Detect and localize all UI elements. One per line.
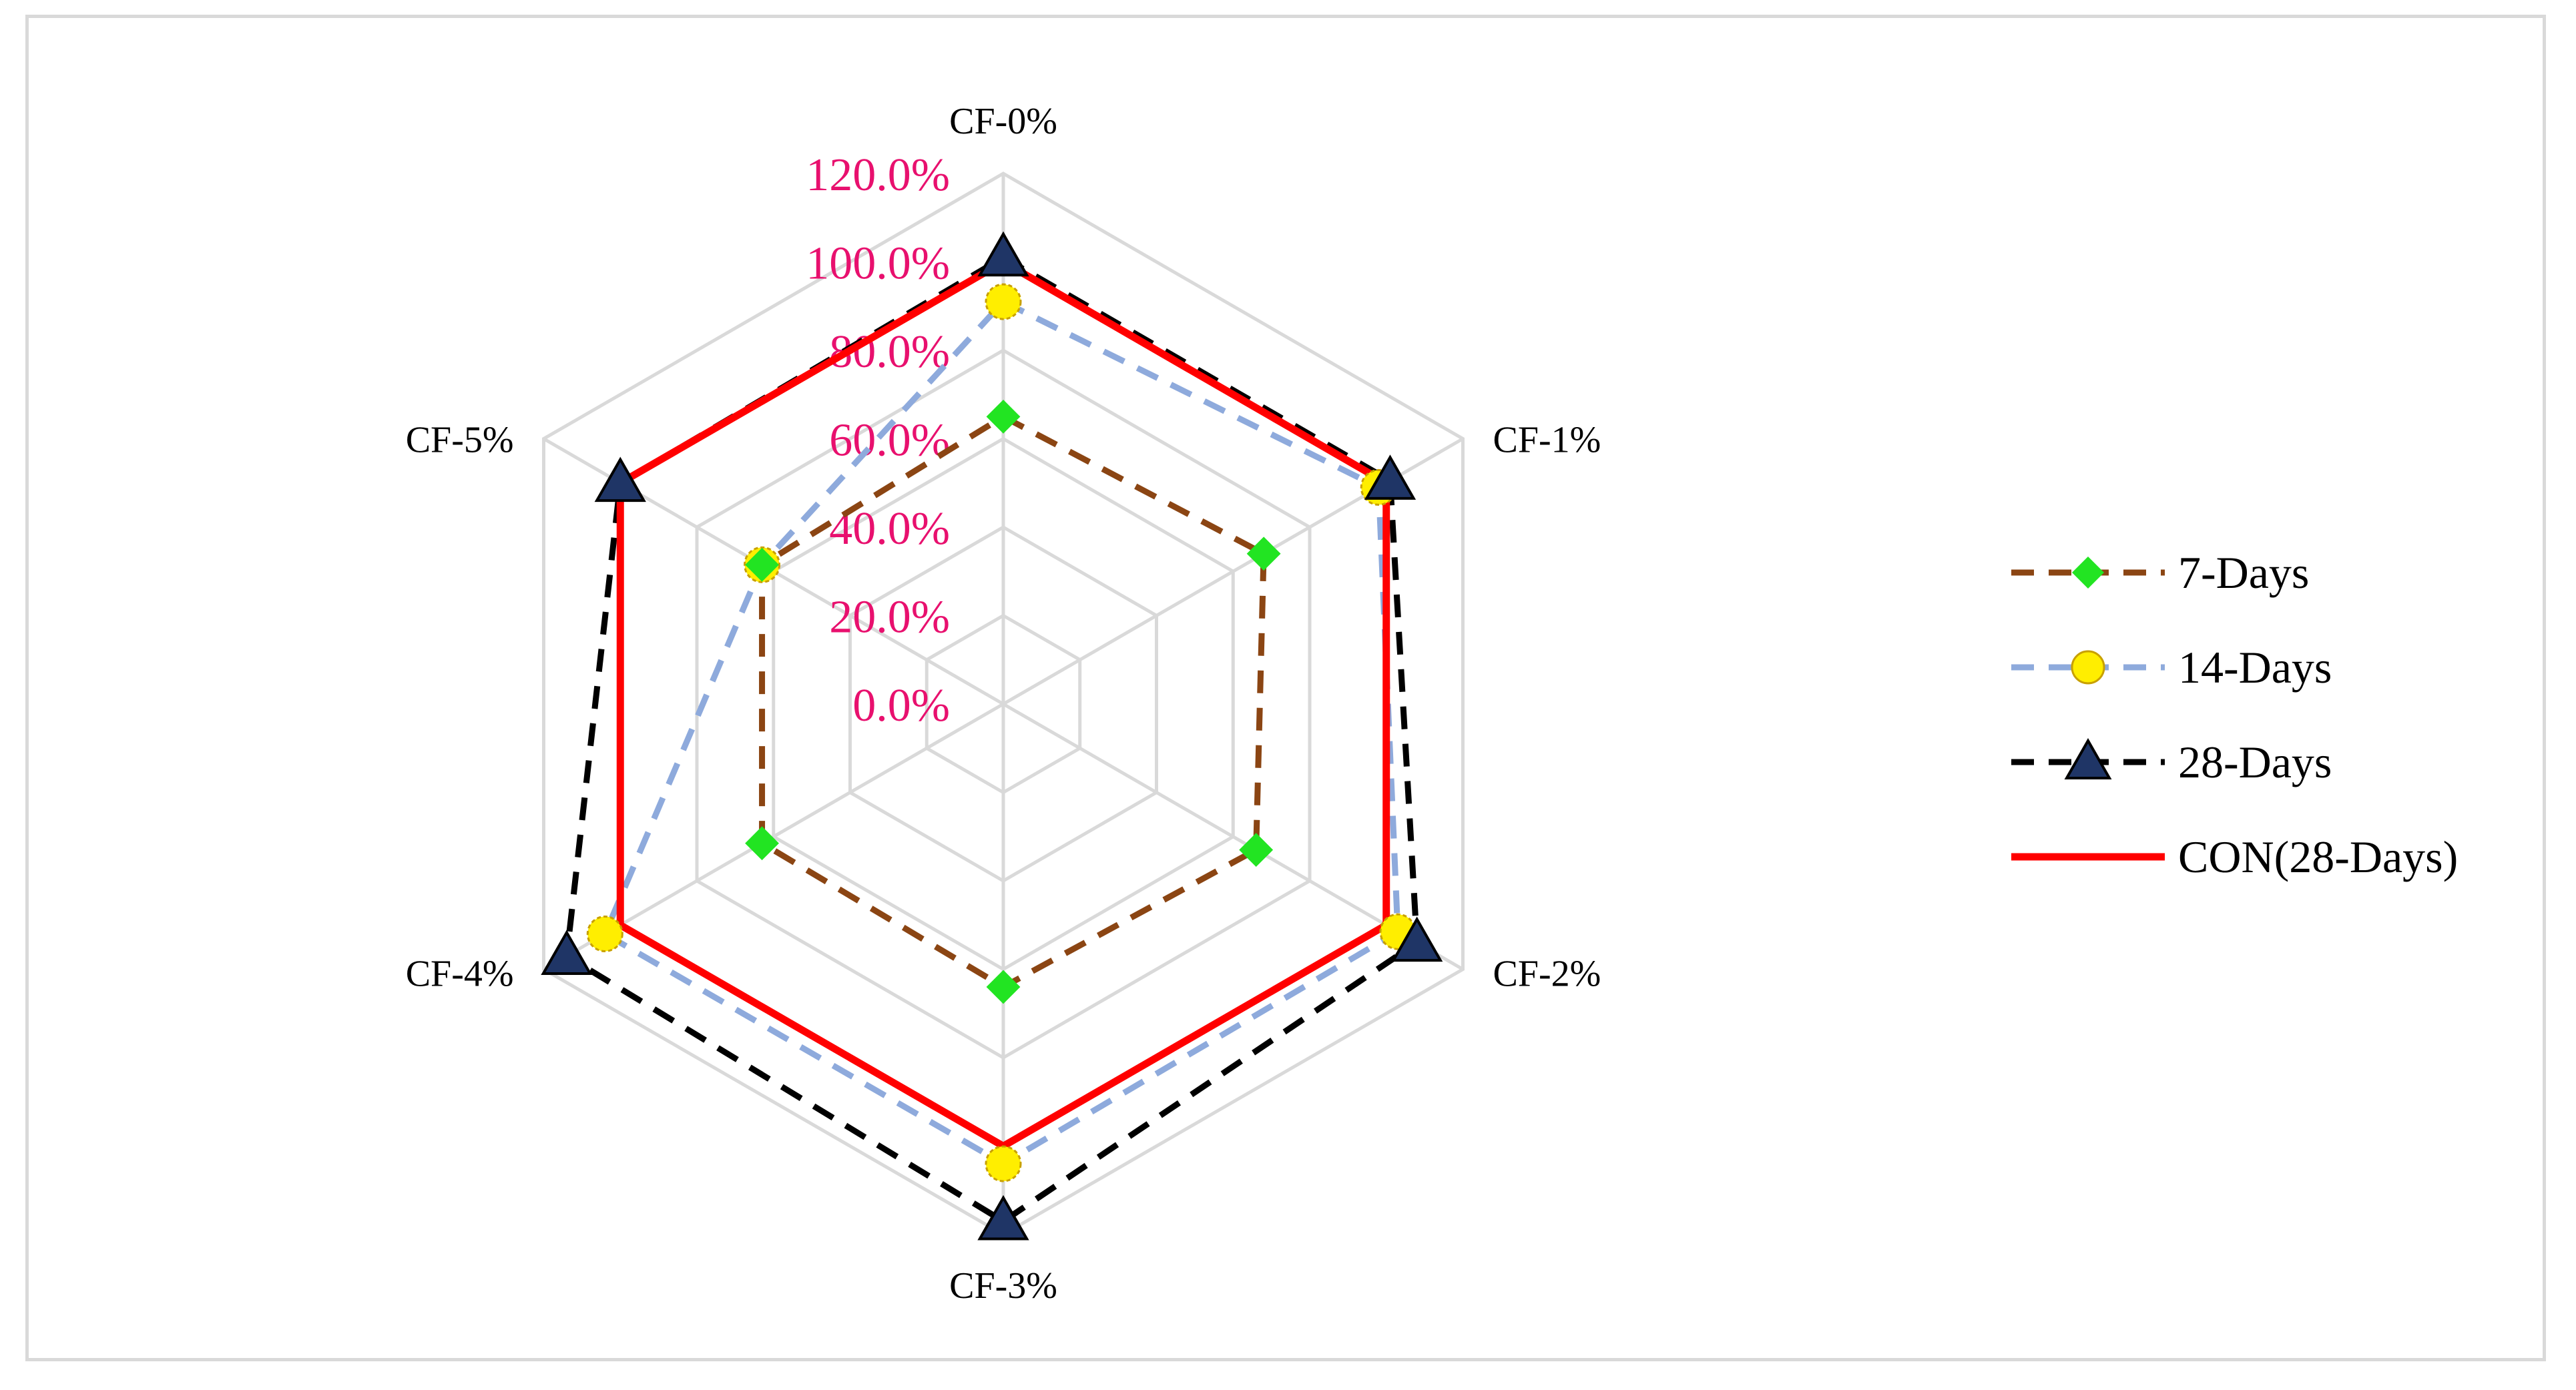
category-label: CF-5%	[406, 420, 514, 461]
legend-swatch	[2011, 557, 2165, 589]
legend-label: 14-Days	[2178, 641, 2332, 693]
data-point	[745, 547, 779, 582]
tick-label: 0.0%	[852, 680, 950, 731]
legend-item: CON(28-Days)	[2005, 809, 2458, 904]
data-point	[745, 826, 779, 861]
tick-label: 100.0%	[806, 238, 950, 290]
data-point	[586, 916, 623, 952]
data-point	[977, 231, 1029, 277]
legend-label: CON(28-Days)	[2178, 831, 2459, 882]
data-point	[1364, 454, 1416, 500]
legend-label: 28-Days	[2178, 736, 2332, 787]
data-point	[1239, 833, 1274, 867]
data-point	[594, 456, 646, 502]
legend-swatch	[2011, 853, 2165, 861]
category-label: CF-0%	[949, 101, 1057, 142]
legend-item: 28-Days	[2005, 715, 2458, 809]
legend-item: 14-Days	[2005, 620, 2458, 715]
category-label: CF-2%	[1493, 954, 1601, 995]
data-point	[986, 970, 1021, 1004]
legend-label: 7-Days	[2178, 547, 2310, 598]
category-label: CF-1%	[1493, 420, 1601, 461]
tick-label: 120.0%	[806, 149, 950, 201]
tick-label: 20.0%	[829, 592, 950, 643]
radar-chart: CF-0%CF-1%CF-2%CF-3%CF-4%CF-5%0.0%20.0%4…	[406, 101, 1601, 1307]
category-label: CF-3%	[949, 1265, 1057, 1307]
data-point	[1246, 537, 1281, 571]
data-point	[986, 399, 1021, 434]
series-line	[759, 413, 1267, 990]
category-label: CF-4%	[406, 954, 514, 995]
data-point	[1390, 916, 1443, 962]
data-point	[977, 1194, 1029, 1241]
legend-swatch	[2011, 737, 2165, 779]
data-point	[541, 930, 593, 976]
legend: 7-Days 14-Days 28-Days CON(28-Days)	[2005, 525, 2458, 904]
data-point	[985, 1145, 1022, 1182]
series-line	[563, 254, 1421, 1225]
legend-swatch	[2011, 650, 2165, 685]
data-point	[985, 283, 1022, 320]
legend-item: 7-Days	[2005, 525, 2458, 620]
chart-frame: CF-0% CF-1% CF-2% CF-3% CF-4% CF-5% 0.0% 20.0% 4…	[25, 15, 2546, 1361]
